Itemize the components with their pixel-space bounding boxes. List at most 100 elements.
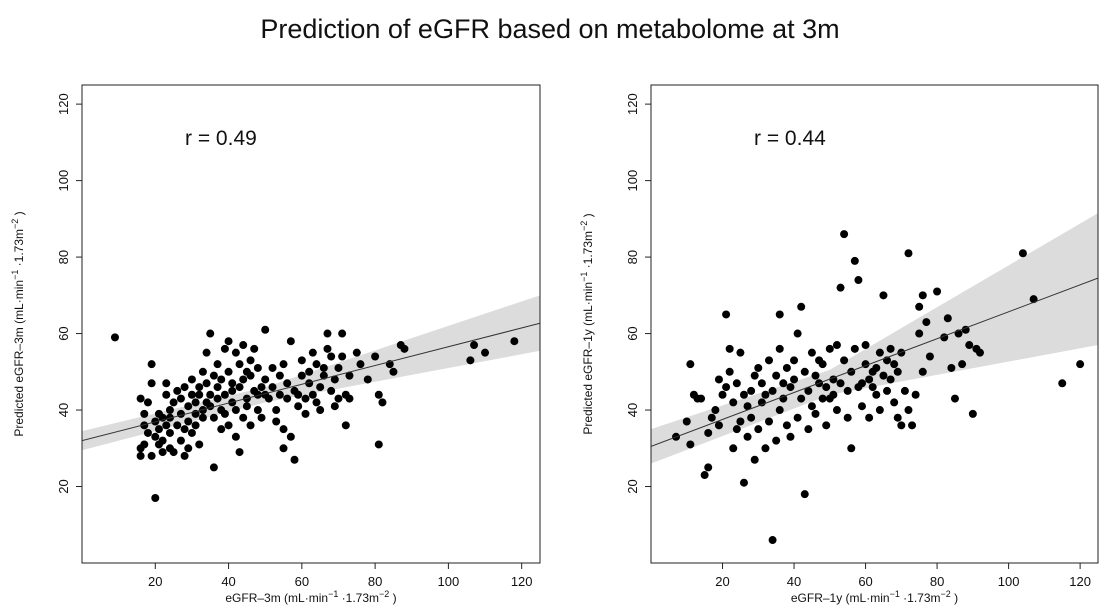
data-point [217, 375, 226, 384]
data-point [918, 367, 927, 376]
data-point [147, 360, 156, 369]
x-axis-label-sup1: −1 [890, 589, 900, 599]
data-point [872, 363, 881, 372]
data-point [743, 432, 752, 441]
data-point [736, 417, 745, 426]
data-point [176, 394, 185, 403]
regression-line [82, 322, 540, 442]
data-point [253, 390, 262, 399]
data-point [162, 390, 171, 399]
data-point [879, 291, 888, 300]
data-point [283, 394, 292, 403]
y-axis-label-mid: ·1.73m [581, 231, 595, 272]
data-point [356, 360, 365, 369]
data-point [857, 402, 866, 411]
data-point [804, 425, 813, 434]
x-tick-label: 20 [715, 574, 729, 589]
data-point [312, 360, 321, 369]
data-point [334, 363, 343, 372]
data-point [330, 402, 339, 411]
data-point [162, 379, 171, 388]
data-point [371, 352, 380, 361]
data-point [470, 341, 479, 350]
data-point [682, 417, 691, 426]
data-point [836, 283, 845, 292]
data-point [246, 356, 255, 365]
x-tick-label: 20 [148, 574, 162, 589]
data-point [818, 360, 827, 369]
data-point [757, 379, 766, 388]
data-point [231, 406, 240, 415]
data-point [868, 383, 877, 392]
data-point [822, 383, 831, 392]
data-point [180, 425, 189, 434]
data-point [184, 417, 193, 426]
data-point [958, 360, 967, 369]
data-point [961, 325, 970, 334]
data-point [195, 390, 204, 399]
data-point [481, 348, 490, 357]
data-point [217, 425, 226, 434]
data-point [768, 386, 777, 395]
x-tick-label: 40 [787, 574, 801, 589]
x-axis-label-main: eGFR–1y (mL·min [791, 591, 890, 605]
data-point [275, 371, 284, 380]
data-point [363, 375, 372, 384]
x-axis-label-end: ) [389, 591, 396, 605]
data-point [915, 329, 924, 338]
data-point [861, 341, 870, 350]
data-point [897, 348, 906, 357]
data-point [264, 394, 273, 403]
data-point [143, 398, 152, 407]
data-point [187, 428, 196, 437]
data-point [714, 375, 723, 384]
x-axis-label-main: eGFR–3m (mL·min [225, 591, 328, 605]
data-point [110, 333, 119, 342]
y-tick-label: 120 [625, 93, 640, 115]
data-point [253, 406, 262, 415]
data-point [242, 402, 251, 411]
data-point [893, 413, 902, 422]
data-point [151, 432, 160, 441]
y-axis-label-sup1: −1 [10, 270, 20, 280]
data-point [854, 276, 863, 285]
data-point [786, 383, 795, 392]
data-point [154, 425, 163, 434]
data-point [158, 436, 167, 445]
data-point [140, 421, 149, 430]
data-point [765, 356, 774, 365]
data-point [711, 406, 720, 415]
data-point [279, 425, 288, 434]
data-point [253, 363, 262, 372]
data-point [686, 360, 695, 369]
data-point [1018, 249, 1027, 258]
data-point [180, 383, 189, 392]
data-point [466, 356, 475, 365]
data-point [268, 383, 277, 392]
data-point [169, 398, 178, 407]
data-point [209, 463, 218, 472]
data-point [257, 413, 266, 422]
data-point [224, 367, 233, 376]
data-point [836, 379, 845, 388]
fit-line-layer [651, 277, 1098, 447]
data-point [272, 417, 281, 426]
data-point [743, 402, 752, 411]
data-point [857, 379, 866, 388]
x-axis-label-sup1: −1 [328, 589, 338, 599]
data-point [209, 413, 218, 422]
x-tick-label: 80 [368, 574, 382, 589]
data-point [308, 348, 317, 357]
data-point [136, 394, 145, 403]
figure-title: Prediction of eGFR based on metabolome a… [260, 14, 840, 44]
data-point [400, 344, 409, 353]
data-point [736, 348, 745, 357]
data-point [316, 406, 325, 415]
x-axis-ticks: 20 40 60 80 100 120 [148, 563, 533, 589]
data-point [176, 436, 185, 445]
data-point [231, 348, 240, 357]
data-point [286, 432, 295, 441]
y-tick-label: 40 [625, 403, 640, 417]
data-point [176, 409, 185, 418]
data-point [213, 383, 222, 392]
